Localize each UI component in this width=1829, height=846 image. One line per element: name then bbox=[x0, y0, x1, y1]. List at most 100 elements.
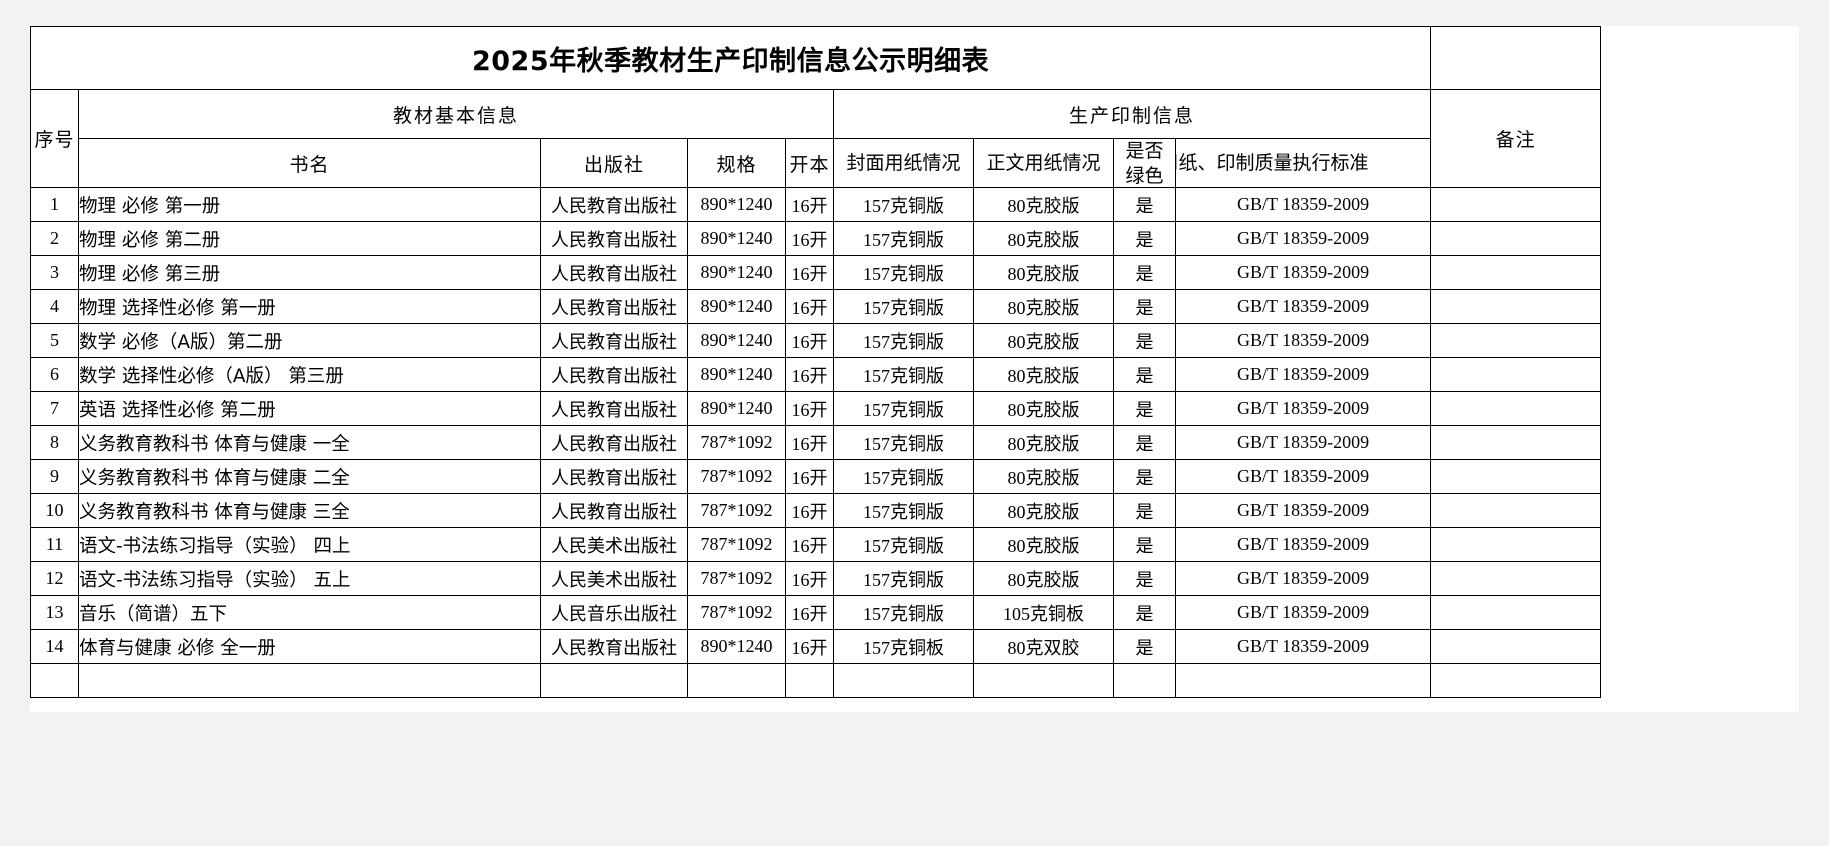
cell-book-name: 物理 必修 第一册 bbox=[78, 187, 541, 222]
cell-format: 16开 bbox=[785, 289, 834, 324]
header-text-paper: 正文用纸情况 bbox=[973, 138, 1114, 188]
cell-note bbox=[1430, 221, 1602, 256]
cell-text-paper: 80克胶版 bbox=[973, 459, 1114, 494]
cell-cover-paper: 157克铜版 bbox=[833, 391, 974, 426]
table-row[interactable]: 3 物理 必修 第三册 人民教育出版社 890*1240 16开 157克铜版 … bbox=[30, 255, 1602, 290]
cell-spec: 787*1092 bbox=[687, 595, 786, 630]
table-row[interactable]: 10 义务教育教科书 体育与健康 三全 人民教育出版社 787*1092 16开… bbox=[30, 493, 1602, 528]
cell-format: 16开 bbox=[785, 629, 834, 664]
cell-note bbox=[1430, 425, 1602, 460]
cell-book-name: 义务教育教科书 体育与健康 一全 bbox=[78, 425, 541, 460]
cell-format: 16开 bbox=[785, 221, 834, 256]
cell-no: 14 bbox=[30, 629, 79, 664]
cell-cover-paper: 157克铜版 bbox=[833, 289, 974, 324]
cell-publisher: 人民教育出版社 bbox=[540, 323, 688, 358]
cell-note bbox=[1430, 527, 1602, 562]
cell-spec: 890*1240 bbox=[687, 391, 786, 426]
header-is-green-line1: 是否 bbox=[1125, 141, 1164, 162]
cell-spec: 890*1240 bbox=[687, 289, 786, 324]
cell-note bbox=[1430, 357, 1602, 392]
title-row-blank-cell bbox=[1430, 26, 1602, 90]
cell-standard: GB/T 18359-2009 bbox=[1174, 595, 1432, 630]
cell-spec: 890*1240 bbox=[687, 357, 786, 392]
cell-text-paper: 80克胶版 bbox=[973, 289, 1114, 324]
header-book-name: 书名 bbox=[78, 138, 541, 188]
header-standard-text: 用纸、印制质量执行标准 bbox=[1175, 152, 1369, 174]
cell-note bbox=[1430, 459, 1602, 494]
cell-standard: GB/T 18359-2009 bbox=[1174, 289, 1432, 324]
cell-is-green: 是 bbox=[1113, 561, 1176, 596]
cell-note bbox=[1430, 391, 1602, 426]
cell-publisher: 人民教育出版社 bbox=[540, 221, 688, 256]
table-row[interactable]: 2 物理 必修 第二册 人民教育出版社 890*1240 16开 157克铜版 … bbox=[30, 221, 1602, 256]
cell-no: 3 bbox=[30, 255, 79, 290]
cell-no: 5 bbox=[30, 323, 79, 358]
cell-publisher: 人民美术出版社 bbox=[540, 561, 688, 596]
cell-is-green: 是 bbox=[1113, 459, 1176, 494]
cell-text-paper: 80克胶版 bbox=[973, 493, 1114, 528]
cell-publisher: 人民美术出版社 bbox=[540, 527, 688, 562]
cell-publisher: 人民教育出版社 bbox=[540, 391, 688, 426]
header-is-green-line2: 绿色 bbox=[1125, 166, 1164, 187]
title-row: 2025年秋季教材生产印制信息公示明细表 bbox=[29, 26, 1602, 90]
cell-cover-paper: 157克铜版 bbox=[833, 221, 974, 256]
cell-cover-paper bbox=[833, 663, 974, 698]
table-row[interactable]: 12 语文-书法练习指导（实验） 五上 人民美术出版社 787*1092 16开… bbox=[30, 561, 1602, 596]
table-row[interactable]: 11 语文-书法练习指导（实验） 四上 人民美术出版社 787*1092 16开… bbox=[30, 527, 1602, 562]
cell-book-name: 数学 必修（A版）第二册 bbox=[78, 323, 541, 358]
header-group-production-info: 生产印制信息 bbox=[832, 89, 1432, 139]
cell-text-paper: 80克胶版 bbox=[973, 561, 1114, 596]
cell-publisher: 人民教育出版社 bbox=[540, 629, 688, 664]
cell-format bbox=[785, 663, 834, 698]
table-row[interactable]: 13 音乐（简谱）五下 人民音乐出版社 787*1092 16开 157克铜版 … bbox=[30, 595, 1602, 630]
cell-is-green: 是 bbox=[1113, 425, 1176, 460]
header-seq: 序号 bbox=[30, 89, 79, 188]
table-row[interactable]: 9 义务教育教科书 体育与健康 二全 人民教育出版社 787*1092 16开 … bbox=[30, 459, 1602, 494]
cell-no: 2 bbox=[30, 221, 79, 256]
cell-standard: GB/T 18359-2009 bbox=[1174, 527, 1432, 562]
cell-no: 13 bbox=[30, 595, 79, 630]
cell-is-green: 是 bbox=[1113, 255, 1176, 290]
cell-no: 7 bbox=[30, 391, 79, 426]
cell-publisher: 人民教育出版社 bbox=[540, 357, 688, 392]
header-publisher: 出版社 bbox=[540, 138, 688, 188]
cell-book-name: 体育与健康 必修 全一册 bbox=[78, 629, 541, 664]
cell-book-name: 义务教育教科书 体育与健康 二全 bbox=[78, 459, 541, 494]
header-cover-paper: 封面用纸情况 bbox=[833, 138, 974, 188]
header-standard: 用纸、印制质量执行标准 bbox=[1174, 138, 1432, 188]
table-row[interactable]: 14 体育与健康 必修 全一册 人民教育出版社 890*1240 16开 157… bbox=[30, 629, 1602, 664]
cell-publisher: 人民教育出版社 bbox=[540, 187, 688, 222]
cell-book-name: 义务教育教科书 体育与健康 三全 bbox=[78, 493, 541, 528]
cell-spec: 787*1092 bbox=[687, 459, 786, 494]
cell-publisher: 人民教育出版社 bbox=[540, 425, 688, 460]
cell-format: 16开 bbox=[785, 425, 834, 460]
table-row-blank bbox=[30, 663, 1602, 698]
cell-cover-paper: 157克铜版 bbox=[833, 595, 974, 630]
header-group-basic-info: 教材基本信息 bbox=[78, 89, 834, 139]
cell-is-green: 是 bbox=[1113, 595, 1176, 630]
cell-spec: 890*1240 bbox=[687, 221, 786, 256]
page-margin-left bbox=[0, 0, 30, 846]
cell-book-name: 语文-书法练习指导（实验） 四上 bbox=[78, 527, 541, 562]
page-title: 2025年秋季教材生产印制信息公示明细表 bbox=[29, 26, 1432, 90]
cell-publisher: 人民教育出版社 bbox=[540, 459, 688, 494]
table-row[interactable]: 8 义务教育教科书 体育与健康 一全 人民教育出版社 787*1092 16开 … bbox=[30, 425, 1602, 460]
cell-format: 16开 bbox=[785, 493, 834, 528]
table-row[interactable]: 7 英语 选择性必修 第二册 人民教育出版社 890*1240 16开 157克… bbox=[30, 391, 1602, 426]
cell-note bbox=[1430, 561, 1602, 596]
table-row[interactable]: 4 物理 选择性必修 第一册 人民教育出版社 890*1240 16开 157克… bbox=[30, 289, 1602, 324]
cell-text-paper: 80克胶版 bbox=[973, 357, 1114, 392]
cell-spec: 890*1240 bbox=[687, 255, 786, 290]
cell-cover-paper: 157克铜版 bbox=[833, 527, 974, 562]
table-row[interactable]: 1 物理 必修 第一册 人民教育出版社 890*1240 16开 157克铜版 … bbox=[30, 187, 1602, 222]
cell-spec bbox=[687, 663, 786, 698]
cell-book-name bbox=[78, 663, 541, 698]
cell-is-green: 是 bbox=[1113, 289, 1176, 324]
column-header-row: 书名 出版社 规格 开本 封面用纸情况 正文用纸情况 是否 绿色 用纸、印制质量执… bbox=[31, 138, 1601, 188]
table-row[interactable]: 6 数学 选择性必修（A版） 第三册 人民教育出版社 890*1240 16开 … bbox=[30, 357, 1602, 392]
cell-book-name: 物理 选择性必修 第一册 bbox=[78, 289, 541, 324]
cell-cover-paper: 157克铜版 bbox=[833, 425, 974, 460]
cell-no: 1 bbox=[30, 187, 79, 222]
table-row[interactable]: 5 数学 必修（A版）第二册 人民教育出版社 890*1240 16开 157克… bbox=[30, 323, 1602, 358]
